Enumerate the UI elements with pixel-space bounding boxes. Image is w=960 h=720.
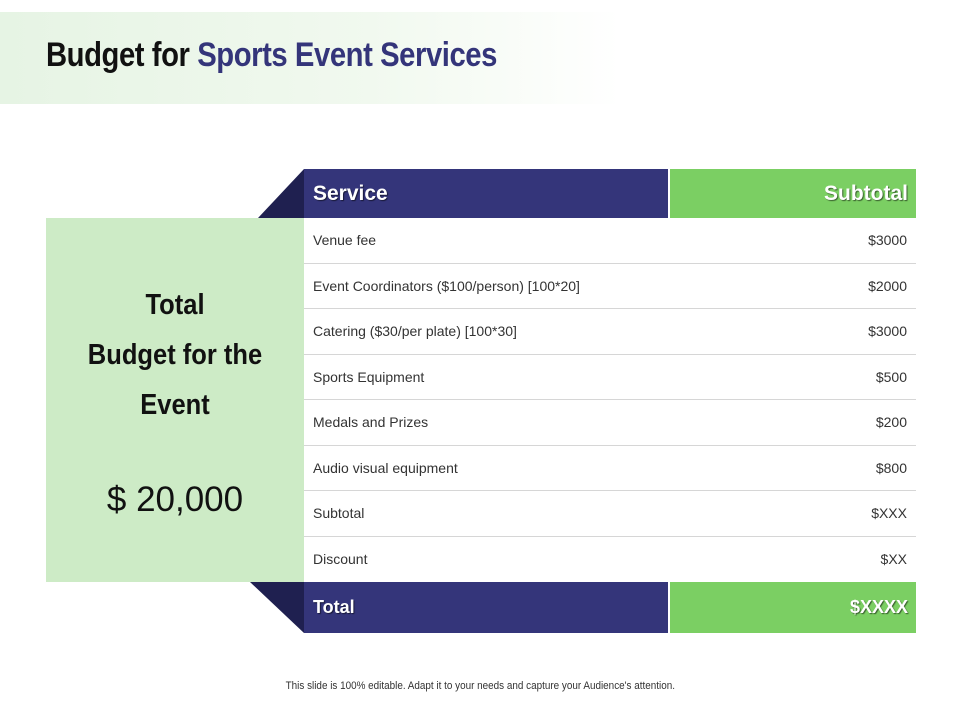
amount-cell: $XX xyxy=(880,550,907,567)
total-budget-amount: $ 20,000 xyxy=(106,480,244,519)
table-row: Medals and Prizes $200 xyxy=(304,400,916,446)
amount-cell: $2000 xyxy=(868,277,907,294)
table-row: Catering ($30/per plate) [100*30] $3000 xyxy=(304,309,916,355)
total-heading-line: Event xyxy=(140,389,210,421)
table-row: Venue fee $3000 xyxy=(304,218,916,264)
amount-cell: $3000 xyxy=(868,232,907,248)
header-accent-triangle xyxy=(258,169,304,218)
total-budget-heading: Total Budget for the Event xyxy=(46,280,304,430)
amount-cell: $500 xyxy=(875,368,907,385)
service-cell: Subtotal xyxy=(313,505,365,521)
table-row: Event Coordinators ($100/person) [100*20… xyxy=(304,263,916,309)
service-cell: Medals and Prizes xyxy=(313,414,429,430)
amount-cell: $200 xyxy=(875,414,907,430)
table-row: Subtotal $XXX xyxy=(304,491,916,537)
budget-table-body: Venue fee $3000 Event Coordinators ($100… xyxy=(304,218,916,582)
table-row: Sports Equipment $500 xyxy=(304,354,916,400)
total-heading-line: Total xyxy=(145,289,205,321)
title-part-2: Sports Event Services xyxy=(197,36,497,74)
footnote-text: This slide is 100% editable. Adapt it to… xyxy=(285,680,675,692)
amount-cell: $XXX xyxy=(871,505,907,521)
page-title: Budget for Sports Event Services xyxy=(46,36,497,75)
table-header: Service Subtotal xyxy=(304,169,916,218)
title-band xyxy=(0,12,620,104)
table-footer: Total $XXXX xyxy=(304,582,916,633)
service-cell: Catering ($30/per plate) [100*30] xyxy=(313,323,517,339)
footnote: This slide is 100% editable. Adapt it to… xyxy=(0,680,960,692)
service-cell: Discount xyxy=(313,550,368,567)
total-amount: $XXXX xyxy=(670,582,916,633)
table-row: Audio visual equipment $800 xyxy=(304,445,916,491)
service-cell: Venue fee xyxy=(313,232,377,248)
amount-cell: $3000 xyxy=(868,323,907,339)
total-budget-card: Total Budget for the Event $ 20,000 xyxy=(46,218,304,582)
table-row: Discount $XX xyxy=(304,536,916,582)
total-label: Total xyxy=(304,582,668,633)
column-header-subtotal: Subtotal xyxy=(670,169,916,218)
service-cell: Event Coordinators ($100/person) [100*20… xyxy=(313,277,580,294)
amount-cell: $800 xyxy=(875,459,907,476)
service-cell: Sports Equipment xyxy=(313,368,425,385)
service-cell: Audio visual equipment xyxy=(313,459,458,476)
total-heading-line: Budget for the xyxy=(87,339,263,371)
footer-accent-triangle xyxy=(250,582,304,633)
column-header-service: Service xyxy=(304,169,668,218)
title-part-1: Budget for xyxy=(46,36,190,74)
